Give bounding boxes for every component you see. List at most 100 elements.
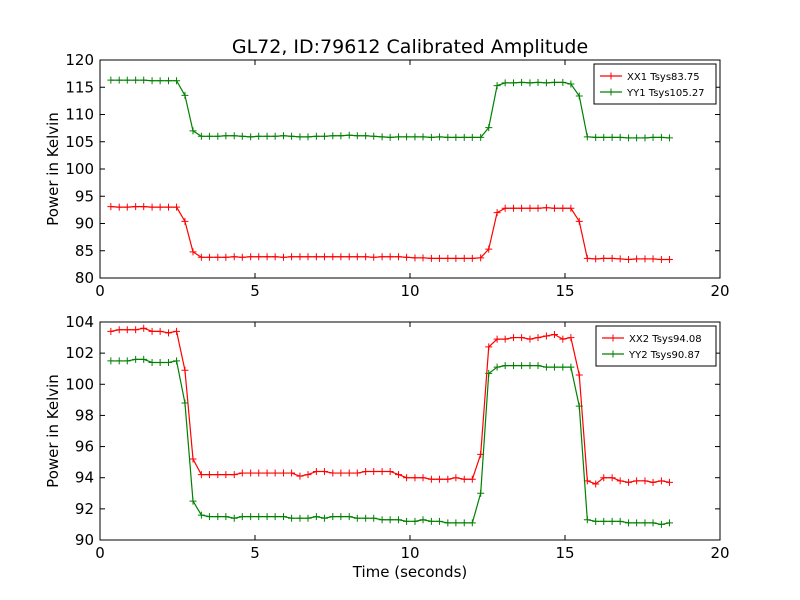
- data-point: [608, 517, 616, 525]
- data-point: [665, 255, 673, 263]
- data-point: [625, 255, 633, 263]
- data-point: [222, 132, 230, 140]
- data-point: [452, 519, 460, 527]
- data-point: [444, 519, 452, 527]
- legend-marker: [607, 72, 615, 80]
- y-tick-label: 120: [65, 51, 94, 69]
- data-point: [107, 76, 115, 84]
- y-tick-label: 110: [65, 106, 94, 124]
- data-point: [107, 203, 115, 211]
- data-point: [247, 253, 255, 261]
- data-point: [337, 513, 345, 521]
- data-point: [304, 471, 312, 479]
- top-subplot: 0 5 10 15 20 80 85 90 95 100 105 110 115 120 Power in …: [44, 51, 730, 300]
- data-point: [238, 513, 246, 521]
- data-point: [427, 254, 435, 262]
- data-point: [345, 253, 353, 261]
- data-point: [395, 516, 403, 524]
- data-point: [633, 255, 641, 263]
- data-point: [115, 357, 123, 365]
- data-point: [600, 133, 608, 141]
- data-point: [156, 327, 164, 335]
- y-tick-label: 100: [65, 375, 94, 393]
- data-point: [197, 253, 205, 261]
- data-point: [181, 399, 189, 407]
- data-point: [214, 513, 222, 521]
- data-point: [165, 358, 173, 366]
- y-tick-label: 94: [75, 469, 94, 487]
- data-point: [181, 217, 189, 225]
- data-point: [395, 471, 403, 479]
- data-point: [329, 253, 337, 261]
- data-point: [600, 517, 608, 525]
- data-point: [518, 204, 526, 212]
- data-point: [214, 471, 222, 479]
- data-point: [115, 76, 123, 84]
- data-point: [542, 79, 550, 87]
- data-point: [616, 477, 624, 485]
- data-point: [329, 513, 337, 521]
- legend-marker: [607, 88, 615, 96]
- data-point: [452, 254, 460, 262]
- data-point: [148, 327, 156, 335]
- bottom-subplot: 0 5 10 15 20 90 92 94 96 98 100 102 104 Power in Kelv…: [44, 313, 730, 562]
- data-point: [189, 248, 197, 256]
- data-point: [345, 469, 353, 477]
- data-point: [550, 363, 558, 371]
- data-point: [378, 516, 386, 524]
- data-point: [320, 132, 328, 140]
- data-point: [320, 253, 328, 261]
- data-point: [378, 253, 386, 261]
- data-point: [616, 255, 624, 263]
- data-point: [296, 472, 304, 480]
- data-point: [485, 245, 493, 253]
- data-point: [542, 332, 550, 340]
- data-point: [214, 253, 222, 261]
- x-axis-label: Time (seconds): [352, 563, 468, 581]
- data-point: [205, 471, 213, 479]
- legend-label: YY1 Tsys105.27: [626, 88, 705, 99]
- y-tick-label: 96: [75, 438, 94, 456]
- data-point: [247, 513, 255, 521]
- data-point: [329, 469, 337, 477]
- data-point: [123, 326, 131, 334]
- data-point: [123, 357, 131, 365]
- data-point: [304, 514, 312, 522]
- data-point: [378, 133, 386, 141]
- data-point: [362, 253, 370, 261]
- data-point: [534, 204, 542, 212]
- data-point: [468, 254, 476, 262]
- data-point: [271, 513, 279, 521]
- data-point: [460, 519, 468, 527]
- data-point: [526, 204, 534, 212]
- data-point: [452, 474, 460, 482]
- data-point: [518, 362, 526, 370]
- data-point: [501, 335, 509, 343]
- data-point: [247, 469, 255, 477]
- data-point: [271, 132, 279, 140]
- x-tick-label: 10: [400, 282, 419, 300]
- y-tick-label: 100: [65, 160, 94, 178]
- data-point: [329, 132, 337, 140]
- data-point: [353, 469, 361, 477]
- x-tick-label: 0: [95, 282, 105, 300]
- data-point: [608, 254, 616, 262]
- data-point: [156, 203, 164, 211]
- y-tick-label: 85: [75, 242, 94, 260]
- data-point: [362, 514, 370, 522]
- legend-marker: [609, 334, 617, 342]
- data-point: [362, 132, 370, 140]
- data-point: [501, 362, 509, 370]
- data-point: [460, 133, 468, 141]
- data-point: [444, 254, 452, 262]
- data-point: [255, 132, 263, 140]
- data-point: [132, 355, 140, 363]
- data-point: [395, 133, 403, 141]
- data-point: [271, 253, 279, 261]
- data-point: [534, 334, 542, 342]
- data-point: [189, 127, 197, 135]
- data-point: [625, 134, 633, 142]
- data-point: [411, 474, 419, 482]
- data-point: [403, 133, 411, 141]
- data-point: [460, 475, 468, 483]
